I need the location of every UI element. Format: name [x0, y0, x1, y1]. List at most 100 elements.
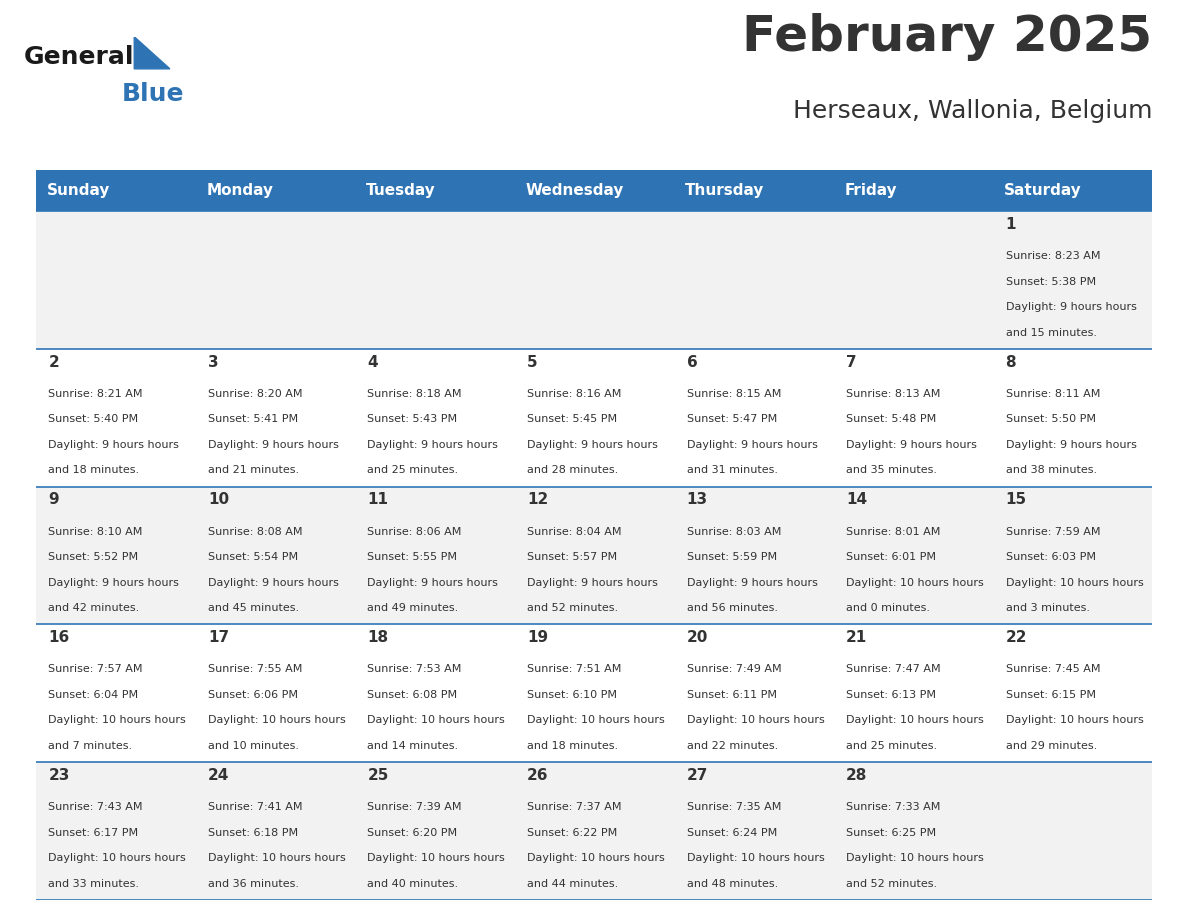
Text: Sunset: 6:04 PM: Sunset: 6:04 PM	[49, 689, 139, 700]
Text: Sunrise: 8:11 AM: Sunrise: 8:11 AM	[1005, 389, 1100, 399]
Text: and 14 minutes.: and 14 minutes.	[367, 741, 459, 751]
Text: Daylight: 10 hours hours: Daylight: 10 hours hours	[208, 853, 346, 863]
Bar	[36, 487, 1152, 624]
Text: Sunset: 5:47 PM: Sunset: 5:47 PM	[687, 414, 777, 424]
Text: 3: 3	[208, 354, 219, 370]
Text: February 2025: February 2025	[742, 13, 1152, 61]
Text: and 10 minutes.: and 10 minutes.	[208, 741, 299, 751]
Text: Daylight: 10 hours hours: Daylight: 10 hours hours	[846, 577, 984, 588]
Text: and 15 minutes.: and 15 minutes.	[1005, 328, 1097, 338]
Text: and 18 minutes.: and 18 minutes.	[49, 465, 139, 476]
Text: Sunday: Sunday	[46, 183, 110, 198]
Text: 22: 22	[1005, 630, 1028, 645]
Text: Saturday: Saturday	[1004, 183, 1082, 198]
Text: Daylight: 9 hours hours: Daylight: 9 hours hours	[687, 577, 817, 588]
Text: and 29 minutes.: and 29 minutes.	[1005, 741, 1097, 751]
Text: Sunset: 6:15 PM: Sunset: 6:15 PM	[1005, 689, 1095, 700]
Text: Sunrise: 8:21 AM: Sunrise: 8:21 AM	[49, 389, 143, 399]
Text: 18: 18	[367, 630, 388, 645]
Text: Sunrise: 7:39 AM: Sunrise: 7:39 AM	[367, 802, 462, 812]
Text: 21: 21	[846, 630, 867, 645]
Text: Daylight: 9 hours hours: Daylight: 9 hours hours	[687, 440, 817, 450]
Text: Sunset: 6:20 PM: Sunset: 6:20 PM	[367, 827, 457, 837]
Text: Sunset: 6:17 PM: Sunset: 6:17 PM	[49, 827, 139, 837]
Text: Sunset: 6:03 PM: Sunset: 6:03 PM	[1005, 552, 1095, 562]
Text: Daylight: 10 hours hours: Daylight: 10 hours hours	[527, 853, 665, 863]
Text: Sunset: 5:41 PM: Sunset: 5:41 PM	[208, 414, 298, 424]
Text: Sunrise: 8:15 AM: Sunrise: 8:15 AM	[687, 389, 781, 399]
Text: and 25 minutes.: and 25 minutes.	[846, 741, 937, 751]
Text: 1: 1	[1005, 217, 1016, 232]
Text: and 31 minutes.: and 31 minutes.	[687, 465, 777, 476]
Text: and 49 minutes.: and 49 minutes.	[367, 603, 459, 613]
Text: 25: 25	[367, 767, 388, 783]
Text: Sunset: 5:45 PM: Sunset: 5:45 PM	[527, 414, 617, 424]
Text: Sunrise: 8:08 AM: Sunrise: 8:08 AM	[208, 527, 303, 537]
Text: 16: 16	[49, 630, 70, 645]
Text: Sunset: 5:50 PM: Sunset: 5:50 PM	[1005, 414, 1095, 424]
Text: and 56 minutes.: and 56 minutes.	[687, 603, 777, 613]
Text: Sunset: 5:52 PM: Sunset: 5:52 PM	[49, 552, 139, 562]
Text: 14: 14	[846, 492, 867, 508]
Text: Daylight: 10 hours hours: Daylight: 10 hours hours	[846, 853, 984, 863]
Text: 7: 7	[846, 354, 857, 370]
Text: Sunrise: 7:57 AM: Sunrise: 7:57 AM	[49, 665, 143, 675]
Text: Herseaux, Wallonia, Belgium: Herseaux, Wallonia, Belgium	[792, 99, 1152, 123]
Text: Daylight: 9 hours hours: Daylight: 9 hours hours	[1005, 302, 1137, 312]
Text: Sunset: 5:38 PM: Sunset: 5:38 PM	[1005, 276, 1095, 286]
Text: Sunset: 6:11 PM: Sunset: 6:11 PM	[687, 689, 777, 700]
Text: Sunset: 6:01 PM: Sunset: 6:01 PM	[846, 552, 936, 562]
Text: Sunrise: 7:49 AM: Sunrise: 7:49 AM	[687, 665, 782, 675]
Text: 23: 23	[49, 767, 70, 783]
Text: Sunrise: 8:23 AM: Sunrise: 8:23 AM	[1005, 252, 1100, 262]
Bar	[36, 762, 1152, 900]
Text: and 0 minutes.: and 0 minutes.	[846, 603, 930, 613]
Text: Sunset: 6:13 PM: Sunset: 6:13 PM	[846, 689, 936, 700]
Text: and 52 minutes.: and 52 minutes.	[527, 603, 618, 613]
Text: Sunrise: 7:43 AM: Sunrise: 7:43 AM	[49, 802, 143, 812]
Text: Sunrise: 7:47 AM: Sunrise: 7:47 AM	[846, 665, 941, 675]
Text: Sunrise: 8:13 AM: Sunrise: 8:13 AM	[846, 389, 941, 399]
Text: Daylight: 10 hours hours: Daylight: 10 hours hours	[846, 715, 984, 725]
Text: Daylight: 9 hours hours: Daylight: 9 hours hours	[49, 577, 179, 588]
Text: Daylight: 9 hours hours: Daylight: 9 hours hours	[208, 577, 339, 588]
Text: 5: 5	[527, 354, 538, 370]
Text: Sunrise: 7:55 AM: Sunrise: 7:55 AM	[208, 665, 302, 675]
Text: Daylight: 9 hours hours: Daylight: 9 hours hours	[208, 440, 339, 450]
Text: and 7 minutes.: and 7 minutes.	[49, 741, 133, 751]
Text: Daylight: 10 hours hours: Daylight: 10 hours hours	[687, 853, 824, 863]
Text: and 3 minutes.: and 3 minutes.	[1005, 603, 1089, 613]
Text: Sunset: 6:06 PM: Sunset: 6:06 PM	[208, 689, 298, 700]
Text: Sunset: 6:18 PM: Sunset: 6:18 PM	[208, 827, 298, 837]
Text: and 36 minutes.: and 36 minutes.	[208, 879, 299, 889]
Text: Sunset: 6:24 PM: Sunset: 6:24 PM	[687, 827, 777, 837]
Text: Daylight: 10 hours hours: Daylight: 10 hours hours	[687, 715, 824, 725]
Text: and 33 minutes.: and 33 minutes.	[49, 879, 139, 889]
Text: Blue: Blue	[122, 82, 184, 106]
Text: 17: 17	[208, 630, 229, 645]
Text: 12: 12	[527, 492, 548, 508]
Text: Sunrise: 8:04 AM: Sunrise: 8:04 AM	[527, 527, 621, 537]
Text: and 48 minutes.: and 48 minutes.	[687, 879, 778, 889]
Text: Daylight: 9 hours hours: Daylight: 9 hours hours	[367, 577, 498, 588]
Text: Sunrise: 8:03 AM: Sunrise: 8:03 AM	[687, 527, 781, 537]
Bar	[36, 211, 1152, 349]
Text: Sunrise: 7:59 AM: Sunrise: 7:59 AM	[1005, 527, 1100, 537]
Text: Daylight: 10 hours hours: Daylight: 10 hours hours	[208, 715, 346, 725]
Text: Sunrise: 8:20 AM: Sunrise: 8:20 AM	[208, 389, 303, 399]
Bar	[36, 170, 1152, 211]
Text: Sunset: 5:43 PM: Sunset: 5:43 PM	[367, 414, 457, 424]
Text: Sunrise: 8:10 AM: Sunrise: 8:10 AM	[49, 527, 143, 537]
Text: Sunrise: 7:51 AM: Sunrise: 7:51 AM	[527, 665, 621, 675]
Text: Sunset: 5:40 PM: Sunset: 5:40 PM	[49, 414, 139, 424]
Text: Daylight: 9 hours hours: Daylight: 9 hours hours	[846, 440, 977, 450]
Text: and 52 minutes.: and 52 minutes.	[846, 879, 937, 889]
Text: Sunrise: 7:45 AM: Sunrise: 7:45 AM	[1005, 665, 1100, 675]
Text: and 45 minutes.: and 45 minutes.	[208, 603, 299, 613]
Text: Sunset: 5:48 PM: Sunset: 5:48 PM	[846, 414, 936, 424]
Text: Sunset: 5:59 PM: Sunset: 5:59 PM	[687, 552, 777, 562]
Text: General: General	[24, 45, 134, 69]
Text: Daylight: 9 hours hours: Daylight: 9 hours hours	[527, 440, 658, 450]
Text: Sunrise: 8:18 AM: Sunrise: 8:18 AM	[367, 389, 462, 399]
Text: Sunrise: 8:01 AM: Sunrise: 8:01 AM	[846, 527, 941, 537]
